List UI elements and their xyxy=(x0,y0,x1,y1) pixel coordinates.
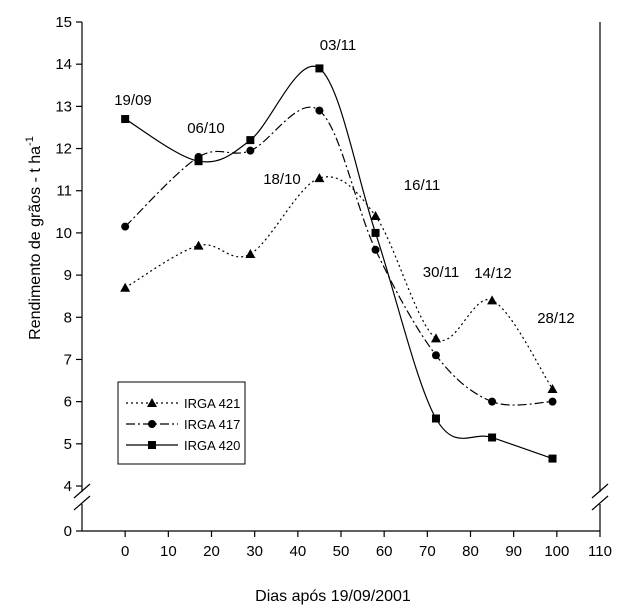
data-point xyxy=(487,295,498,305)
data-point xyxy=(246,136,255,145)
date-annotation: 28/12 xyxy=(537,310,575,327)
x-tick-label: 110 xyxy=(588,543,612,560)
data-point xyxy=(371,245,380,254)
y-tick-label: 4 xyxy=(64,478,72,495)
x-tick-label: 30 xyxy=(246,543,263,560)
date-annotation: 06/10 xyxy=(187,120,225,137)
series-1 xyxy=(120,173,558,393)
data-point xyxy=(548,397,557,406)
axes: 4 5 6 7 8 9 10 11 12 13 14 15 0 0 10 20 30 40 50 60 70 80 90 10… xyxy=(55,14,612,560)
data-point xyxy=(194,157,203,166)
y-axis-title-main: Rendimento de grãos - t ha xyxy=(27,146,44,340)
y-tick-label: 7 xyxy=(64,351,72,368)
x-tick-label: 100 xyxy=(544,543,569,560)
y-tick-label: 12 xyxy=(55,141,72,158)
y-axis-title-superscript: -1 xyxy=(24,136,36,146)
y-tick-label: 9 xyxy=(64,267,72,284)
data-point xyxy=(488,433,497,442)
date-annotation: 16/11 xyxy=(404,177,440,194)
data-point xyxy=(547,383,558,393)
y-tick-label: 13 xyxy=(55,98,72,115)
x-axis-title: Dias após 19/09/2001 xyxy=(255,588,411,605)
x-tick-label: 50 xyxy=(333,543,350,560)
series-layer xyxy=(120,64,558,463)
legend-marker xyxy=(148,420,156,428)
y-tick-label: 15 xyxy=(55,14,72,31)
y-tick-label: 5 xyxy=(64,436,72,453)
data-point xyxy=(121,115,130,124)
y-tick-label: 8 xyxy=(64,309,72,326)
series-line xyxy=(124,65,553,460)
data-point xyxy=(371,228,380,237)
x-tick-label: 20 xyxy=(203,543,220,560)
legend-marker xyxy=(147,398,157,407)
y-tick-label: 6 xyxy=(64,394,72,411)
legend: IRGA 421 IRGA 417 IRGA 420 xyxy=(117,381,246,465)
x-tick-label: 0 xyxy=(121,543,129,560)
y-tick-label: 0 xyxy=(64,523,72,540)
data-point xyxy=(430,333,441,343)
data-point xyxy=(121,222,130,231)
series-3 xyxy=(121,64,557,463)
x-tick-label: 60 xyxy=(376,543,393,560)
legend-marker xyxy=(148,441,156,449)
date-annotation: 19/09 xyxy=(114,92,152,109)
date-annotation: 14/12 xyxy=(474,265,512,282)
data-point xyxy=(315,64,324,73)
date-annotation: 30/11 xyxy=(423,264,459,281)
legend-label: IRGA 421 xyxy=(184,396,240,411)
data-point xyxy=(548,454,557,463)
data-point xyxy=(488,397,497,406)
y-tick-label: 10 xyxy=(55,225,72,242)
data-point xyxy=(193,240,204,250)
y-axis-title: Rendimento de grãos - t ha-1 xyxy=(24,136,44,340)
x-tick-label: 40 xyxy=(289,543,306,560)
legend-box xyxy=(117,381,246,465)
x-tick-label: 90 xyxy=(505,543,522,560)
y-tick-label: 11 xyxy=(56,183,72,200)
right-axis-break-mark xyxy=(591,495,609,511)
data-point xyxy=(246,146,255,155)
legend-label: IRGA 417 xyxy=(184,417,240,432)
legend-label: IRGA 420 xyxy=(184,438,240,453)
data-point xyxy=(120,282,131,292)
series-line xyxy=(124,106,553,406)
data-point xyxy=(245,249,256,258)
y-axis-break-mark xyxy=(73,483,91,499)
x-tick-label: 70 xyxy=(419,543,436,560)
y-axis-title-group: Rendimento de grãos - t ha-1 xyxy=(24,136,44,340)
data-point xyxy=(314,173,325,183)
date-annotation: 03/11 xyxy=(320,37,356,54)
data-point xyxy=(315,106,324,115)
annotations: 19/09 06/10 18/10 03/11 16/11 30/11 14/12 28/12 xyxy=(114,37,575,327)
series-2 xyxy=(121,106,557,406)
series-line xyxy=(124,176,554,390)
x-tick-label: 10 xyxy=(160,543,177,560)
date-annotation: 18/10 xyxy=(263,171,301,188)
y-axis-break-mark xyxy=(73,495,91,511)
data-point xyxy=(431,414,440,423)
y-tick-label: 14 xyxy=(55,56,72,73)
data-point xyxy=(431,351,440,360)
x-tick-label: 80 xyxy=(462,543,479,560)
data-point xyxy=(370,211,381,221)
right-axis-break-mark xyxy=(591,483,609,499)
